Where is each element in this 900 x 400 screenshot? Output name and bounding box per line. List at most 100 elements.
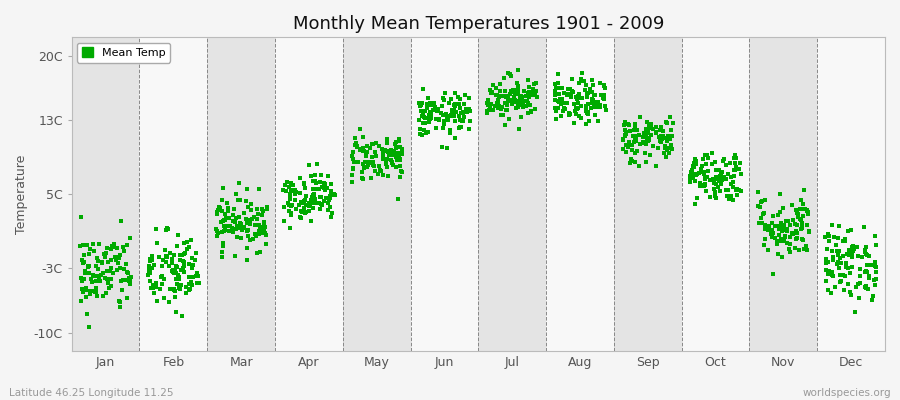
Point [368,148,382,155]
Point [593,104,608,110]
Point [74,214,88,220]
Point [751,203,765,209]
Point [640,136,654,142]
Point [115,277,130,283]
Point [491,102,506,109]
Point [638,130,652,136]
Point [819,260,833,266]
Point [189,272,203,279]
Point [184,237,199,244]
Point [819,260,833,266]
Point [783,241,797,247]
Point [628,123,643,130]
Point [427,100,441,106]
Point [451,101,465,107]
Bar [681,37,750,351]
Point [220,200,234,206]
Point [159,253,174,259]
Point [235,225,249,232]
Point [586,82,600,88]
Point [639,129,653,136]
Point [500,70,515,77]
Point [167,288,182,294]
Point [660,120,674,126]
Point [313,179,328,185]
Point [822,268,836,274]
Point [482,102,497,109]
Point [306,190,320,197]
Point [773,223,788,229]
Point [716,176,730,183]
Point [644,121,658,127]
Point [864,297,878,303]
Point [99,268,113,274]
Point [593,102,608,108]
Point [289,189,303,195]
Point [390,157,404,163]
Point [276,204,291,211]
Point [717,156,732,163]
Point [733,166,747,172]
Point [730,186,744,192]
Point [796,200,810,207]
Point [798,206,813,212]
Point [519,98,534,105]
Point [572,80,587,86]
Point [845,244,859,250]
Point [142,269,157,276]
Point [719,176,733,182]
Point [418,115,433,121]
Point [73,243,87,250]
Point [96,270,111,276]
Point [488,103,502,109]
Point [356,134,370,140]
Point [85,279,99,285]
Point [725,184,740,190]
Point [166,270,181,276]
Point [117,248,131,254]
Point [346,164,360,171]
Point [256,208,270,214]
Point [859,283,873,289]
Point [112,252,127,258]
Point [445,112,459,118]
Point [182,286,196,293]
Point [231,225,246,231]
Point [143,256,157,262]
Point [284,225,298,231]
Point [588,112,602,118]
Point [560,92,574,99]
Point [257,223,272,229]
Point [83,245,97,252]
Point [104,256,118,263]
Point [788,228,803,234]
Point [590,100,604,107]
Point [703,176,717,183]
Point [824,290,838,296]
Point [525,92,539,99]
Point [633,140,647,147]
Point [412,100,427,106]
Point [789,208,804,214]
Point [562,85,577,92]
Point [170,264,184,270]
Point [166,269,180,275]
Point [232,197,247,203]
Point [355,169,369,175]
Point [285,187,300,193]
Point [149,226,164,232]
Point [868,258,882,265]
Point [322,197,337,203]
Point [359,150,374,156]
Point [586,97,600,103]
Point [790,210,805,216]
Point [244,207,258,213]
Point [243,220,257,227]
Point [346,156,360,162]
Point [260,206,274,212]
Point [307,194,321,200]
Point [428,104,442,110]
Point [699,188,714,194]
Point [386,149,400,156]
Point [432,116,446,122]
